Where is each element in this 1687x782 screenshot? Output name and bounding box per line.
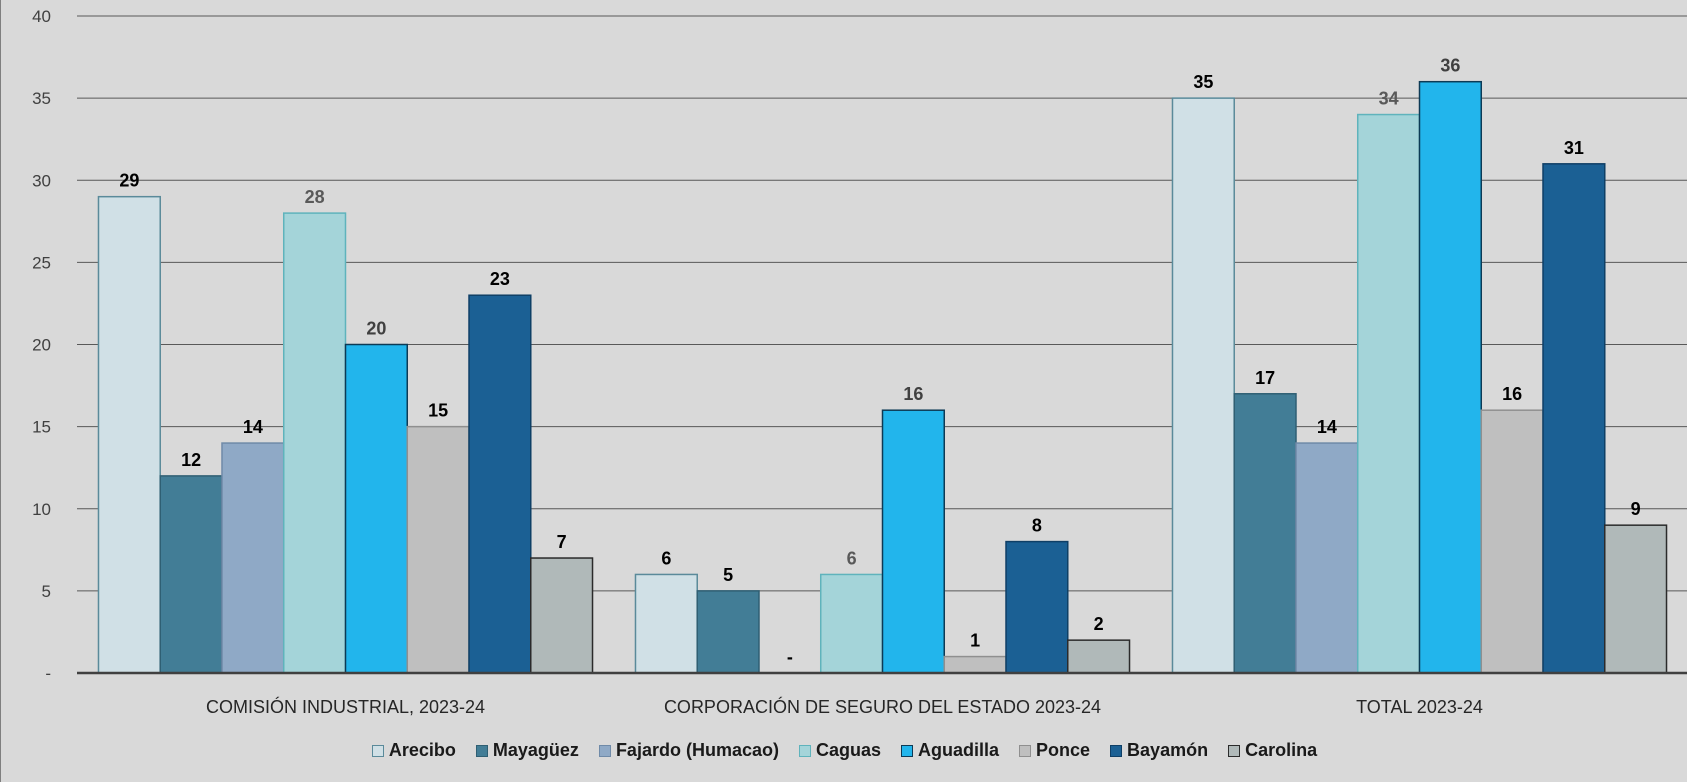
data-label: 17	[1255, 368, 1275, 388]
legend-swatch	[371, 744, 384, 757]
legend-item: Fajardo (Humacao)	[598, 740, 779, 761]
y-tick-label: 10	[32, 500, 51, 519]
x-tick-label: CORPORACIÓN DE SEGURO DEL ESTADO 2023-24	[664, 696, 1101, 717]
bar	[1233, 393, 1297, 674]
legend-label: Aguadilla	[918, 740, 1000, 760]
legend-label: Arecibo	[388, 740, 456, 760]
data-label: 9	[1631, 499, 1641, 519]
bar	[881, 409, 946, 674]
data-label: -	[787, 647, 793, 667]
y-tick-label: 25	[32, 253, 51, 272]
legend-swatch	[598, 744, 611, 757]
legend-label: Caguas	[815, 740, 881, 760]
bar	[1067, 639, 1131, 674]
legend-item: Ponce	[1019, 740, 1090, 761]
data-label: 16	[903, 384, 923, 404]
legend-label: Carolina	[1245, 740, 1318, 760]
y-tick-label: 5	[42, 582, 51, 601]
bar	[1356, 113, 1421, 674]
data-label: 12	[181, 450, 201, 470]
data-label: 2	[1094, 614, 1104, 634]
data-label: 7	[557, 532, 567, 552]
bar	[1295, 442, 1359, 674]
bar	[97, 195, 161, 674]
bar	[282, 212, 347, 674]
y-tick-label: 20	[32, 336, 51, 355]
x-tick-label: TOTAL 2023-24	[1356, 697, 1483, 717]
y-tick-label: 35	[32, 89, 51, 108]
legend-swatch	[798, 744, 811, 757]
legend-item: Bayamón	[1110, 740, 1208, 761]
bar	[1005, 540, 1069, 674]
data-label: 36	[1440, 56, 1460, 76]
bar	[1604, 524, 1668, 674]
data-label: 34	[1379, 89, 1399, 109]
bar	[696, 590, 760, 674]
bar	[1480, 409, 1544, 674]
data-label: 6	[661, 548, 671, 568]
bar	[943, 655, 1007, 674]
bar	[344, 343, 409, 674]
y-tick-label: -	[45, 664, 51, 683]
bar	[1418, 80, 1483, 674]
data-label: 16	[1502, 384, 1522, 404]
legend-label: Fajardo (Humacao)	[615, 740, 779, 760]
bar	[406, 425, 470, 674]
bar	[221, 442, 285, 674]
data-label: 15	[428, 401, 448, 421]
data-label: 14	[1317, 417, 1337, 437]
legend-swatch	[1019, 744, 1032, 757]
legend-label: Ponce	[1036, 740, 1091, 760]
data-label: 5	[723, 565, 733, 585]
data-label: 1	[970, 631, 980, 651]
y-tick-label: 30	[32, 171, 51, 190]
data-label: 28	[305, 187, 325, 207]
bar-chart: -510152025303540296351251714-14286342016…	[32, 7, 1687, 717]
legend-item: Carolina	[1228, 740, 1317, 761]
legend-item: Mayagüez	[475, 740, 579, 761]
bar	[819, 573, 884, 674]
bar	[1171, 97, 1235, 674]
data-label: 23	[490, 269, 510, 289]
x-tick-label: COMISIÓN INDUSTRIAL, 2023-24	[206, 696, 485, 717]
data-label: 35	[1193, 72, 1213, 92]
legend-swatch	[901, 744, 913, 757]
legend-swatch	[1228, 744, 1241, 757]
data-label: 20	[366, 319, 386, 339]
legend-swatch	[475, 744, 488, 757]
legend-item: Aguadilla	[901, 740, 999, 761]
y-tick-label: 40	[32, 7, 51, 26]
legend-item: Arecibo	[371, 740, 456, 761]
y-tick-label: 15	[32, 418, 51, 437]
legend-item: Caguas	[798, 740, 881, 761]
chart-legend: Arecibo Mayagüez Fajardo (Humacao) Caguas Ag…	[1, 740, 1687, 761]
data-label: 29	[119, 171, 139, 191]
bar	[530, 557, 594, 674]
bar	[468, 294, 532, 674]
bar	[159, 475, 223, 674]
legend-label: Bayamón	[1127, 740, 1209, 760]
data-label: 14	[243, 417, 263, 437]
data-label: 8	[1032, 516, 1042, 536]
bar	[1542, 163, 1606, 674]
legend-label: Mayagüez	[492, 740, 579, 760]
legend-swatch	[1110, 744, 1123, 757]
data-label: 6	[847, 548, 857, 568]
data-label: 31	[1564, 138, 1584, 158]
bar	[634, 573, 698, 674]
